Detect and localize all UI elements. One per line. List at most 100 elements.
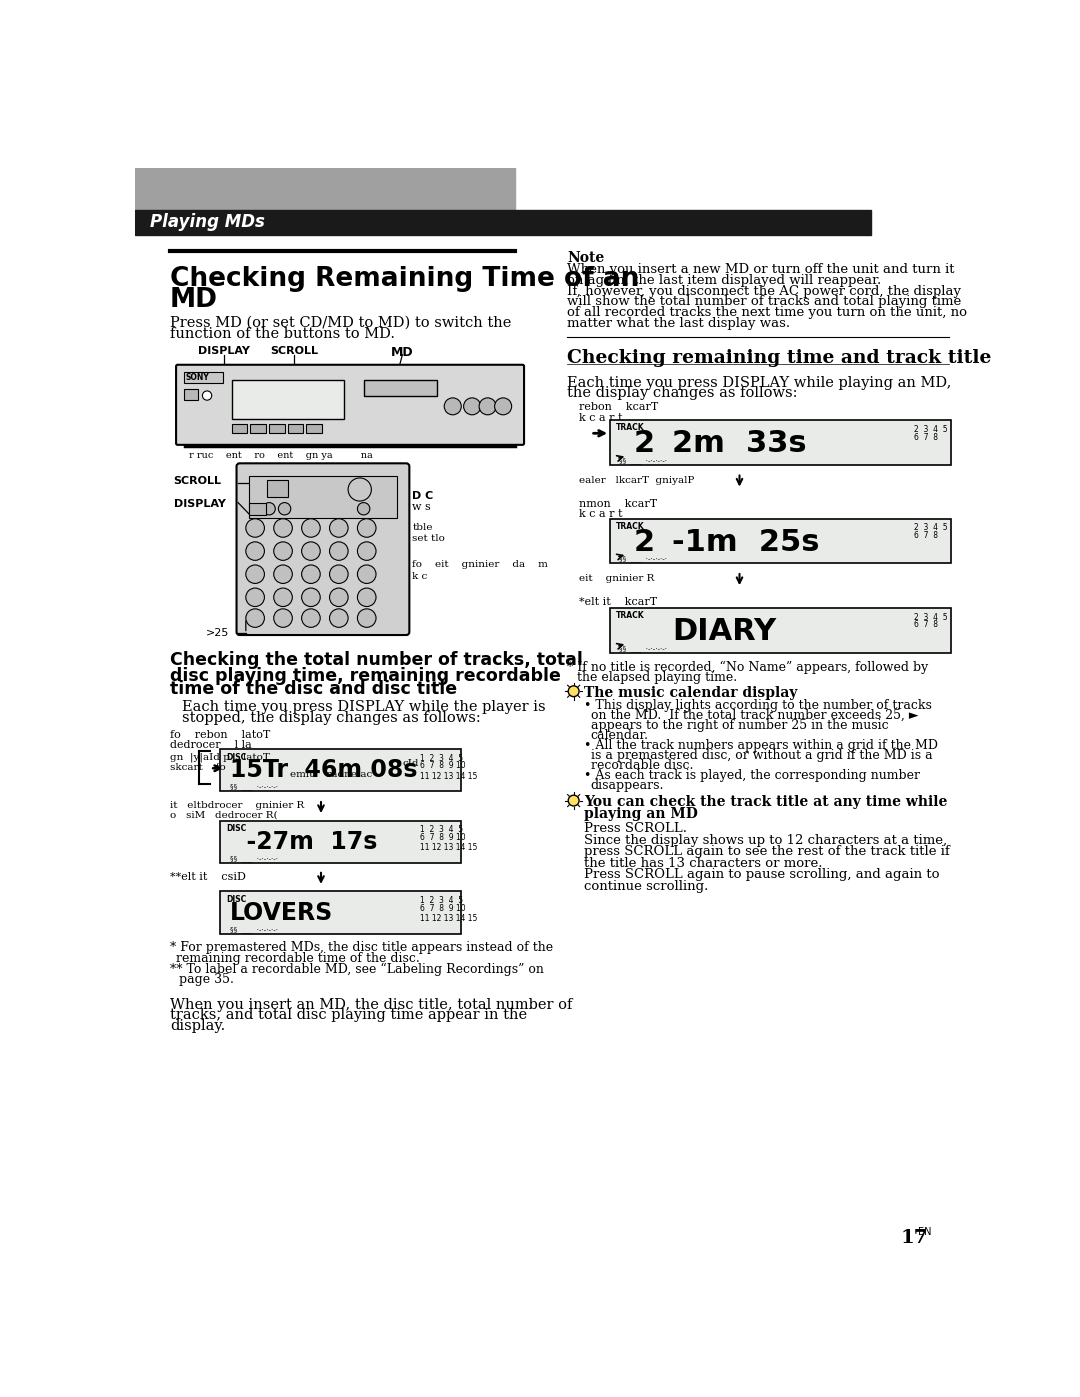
Text: TRACK: TRACK (617, 522, 645, 531)
Bar (610, 608, 951, 652)
Text: * For premastered MDs, the disc title appears instead of the: * For premastered MDs, the disc title ap… (170, 942, 553, 954)
Text: set tlo: set tlo (413, 534, 445, 543)
Text: nmon    kcarT: nmon kcarT (579, 499, 658, 509)
FancyBboxPatch shape (176, 365, 524, 444)
Text: EN: EN (918, 1227, 931, 1238)
Text: DIARY: DIARY (672, 617, 777, 647)
Text: §§  ___  ·-·-·-·-·: §§ ___ ·-·-·-·-· (619, 556, 667, 563)
Circle shape (444, 398, 461, 415)
Text: tracks, and total disc playing time appear in the: tracks, and total disc playing time appe… (170, 1009, 527, 1023)
Text: Each time you press DISPLAY while the player is: Each time you press DISPLAY while the pl… (181, 700, 545, 714)
Bar (232, 425, 247, 433)
Bar (307, 425, 322, 433)
Text: DISC: DISC (227, 824, 246, 834)
Circle shape (348, 478, 372, 502)
Text: eit    gninier R: eit gninier R (579, 574, 654, 583)
Text: 1  2  3  4  5: 1 2 3 4 5 (420, 895, 463, 905)
Text: DISC: DISC (227, 753, 246, 761)
Text: gn  |y|aId p    latoT: gn |y|aId p latoT (170, 753, 270, 763)
Circle shape (329, 518, 348, 538)
Text: 2m  33s: 2m 33s (672, 429, 807, 458)
Text: r ruc    ent    ro    ent    gn ya         na: r ruc ent ro ent gn ya na (189, 451, 373, 460)
Text: SCROLL: SCROLL (270, 346, 318, 356)
Text: TRACK: TRACK (617, 423, 645, 432)
Text: DISC: DISC (227, 895, 246, 904)
Circle shape (246, 542, 265, 560)
Bar (135, 210, 872, 235)
Text: 2  3  4  5: 2 3 4 5 (914, 425, 947, 434)
Text: Note: Note (567, 251, 605, 265)
Circle shape (273, 609, 293, 627)
Text: **elt it    csiD: **elt it csiD (170, 872, 246, 882)
Bar (220, 749, 460, 791)
Text: Playing MDs: Playing MDs (150, 212, 266, 231)
Text: >25: >25 (206, 629, 230, 638)
Text: -27m  17s: -27m 17s (230, 830, 377, 854)
Text: Checking Remaining Time of an: Checking Remaining Time of an (170, 267, 639, 292)
Text: 6  7  8: 6 7 8 (914, 433, 937, 441)
Text: k c a r t: k c a r t (579, 412, 622, 422)
Text: the title has 13 characters or more.: the title has 13 characters or more. (584, 856, 823, 870)
Text: rebon    kcarT: rebon kcarT (579, 402, 659, 412)
Text: §§  ___  ·-·-·-·-·: §§ ___ ·-·-·-·-· (230, 784, 278, 791)
Text: continue scrolling.: continue scrolling. (584, 880, 708, 893)
Text: 6  7  8  9 10
11 12 13 14 15: 6 7 8 9 10 11 12 13 14 15 (420, 904, 477, 923)
Text: 2: 2 (633, 528, 654, 557)
Text: calendar.: calendar. (591, 729, 649, 742)
Circle shape (357, 588, 376, 606)
Text: 2: 2 (633, 429, 654, 458)
Text: page 35.: page 35. (179, 974, 234, 986)
Circle shape (463, 398, 481, 415)
Circle shape (246, 564, 265, 584)
Text: 17: 17 (901, 1229, 928, 1246)
Text: the display changes as follows:: the display changes as follows: (567, 387, 798, 401)
Circle shape (246, 609, 265, 627)
Text: cId: cId (403, 759, 419, 768)
Text: §§  ___  ·-·-·-·-·: §§ ___ ·-·-·-·-· (230, 855, 278, 862)
Text: function of the buttons to MD.: function of the buttons to MD. (170, 327, 395, 341)
Text: o   siM   dedrocer R(: o siM dedrocer R( (170, 810, 278, 820)
Circle shape (301, 564, 321, 584)
Bar (135, 168, 515, 212)
Text: fo    eit    gninier    da    m: fo eit gninier da m (413, 560, 549, 570)
Text: remaining recordable time of the disc.: remaining recordable time of the disc. (176, 951, 420, 964)
Circle shape (495, 398, 512, 415)
Circle shape (279, 503, 291, 515)
Text: disappears.: disappears. (591, 780, 664, 792)
Text: Press SCROLL again to pause scrolling, and again to: Press SCROLL again to pause scrolling, a… (584, 869, 940, 882)
Text: 6  7  8  9 10
11 12 13 14 15: 6 7 8 9 10 11 12 13 14 15 (420, 833, 477, 852)
Text: Checking remaining time and track title: Checking remaining time and track title (567, 349, 991, 366)
Text: it   eltbdrocer    gninier R: it eltbdrocer gninier R (170, 800, 305, 810)
Bar (267, 481, 288, 497)
Text: *elt it    kcarT: *elt it kcarT (579, 598, 658, 608)
Circle shape (301, 518, 321, 538)
Text: 6  7  8: 6 7 8 (914, 620, 937, 630)
Circle shape (273, 518, 293, 538)
Text: §§  ___  ·-·-·-·-·: §§ ___ ·-·-·-·-· (230, 926, 278, 933)
Bar (364, 380, 437, 395)
Text: When you insert a new MD or turn off the unit and turn it: When you insert a new MD or turn off the… (567, 263, 955, 277)
Text: 15Tr  46m 08s: 15Tr 46m 08s (230, 759, 417, 782)
Bar (184, 373, 222, 383)
Circle shape (357, 564, 376, 584)
Text: MD: MD (391, 346, 414, 359)
Text: on again, the last item displayed will reappear.: on again, the last item displayed will r… (567, 274, 881, 286)
Text: skcart    fo: skcart fo (170, 763, 226, 773)
Circle shape (329, 542, 348, 560)
Bar (184, 390, 198, 400)
Text: of all recorded tracks the next time you turn on the unit, no: of all recorded tracks the next time you… (567, 306, 968, 320)
Text: When you insert an MD, the disc title, total number of: When you insert an MD, the disc title, t… (170, 997, 572, 1011)
Text: time of the disc and disc title: time of the disc and disc title (170, 680, 457, 698)
Circle shape (357, 542, 376, 560)
Text: Since the display shows up to 12 characters at a time,: Since the display shows up to 12 charact… (584, 834, 947, 847)
Text: recordable disc.: recordable disc. (591, 759, 693, 773)
Text: on the MD.  If the total track number exceeds 25, ►: on the MD. If the total track number exc… (591, 708, 918, 722)
Text: the elapsed playing time.: the elapsed playing time. (577, 671, 737, 685)
Circle shape (329, 609, 348, 627)
Text: • As each track is played, the corresponding number: • As each track is played, the correspon… (584, 768, 920, 782)
Text: TRACK: TRACK (617, 610, 645, 620)
Text: 1  2  3  4  5: 1 2 3 4 5 (420, 753, 463, 763)
Text: -1m  25s: -1m 25s (672, 528, 820, 557)
Text: 2  3  4  5: 2 3 4 5 (914, 613, 947, 622)
Circle shape (357, 503, 369, 515)
